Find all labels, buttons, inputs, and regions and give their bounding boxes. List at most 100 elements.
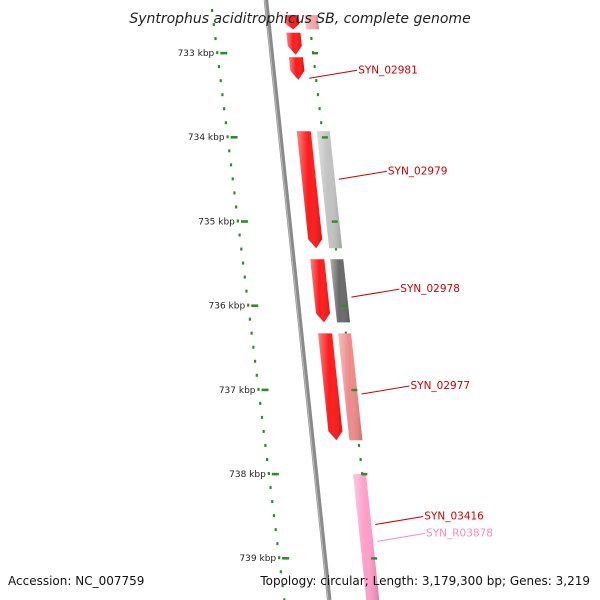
genome-summary: Topology: circular; Length: 3,179,300 bp… bbox=[260, 574, 590, 588]
outer-dot bbox=[316, 93, 320, 97]
gene-feature-shade-f4 bbox=[304, 15, 319, 30]
inner-dot bbox=[281, 584, 284, 588]
inner-dot bbox=[264, 443, 267, 447]
tick-label: 736 kbp bbox=[209, 302, 246, 312]
gene-label: SYN_R03878 bbox=[426, 527, 493, 539]
inner-dot bbox=[224, 121, 227, 125]
inner-dot bbox=[240, 247, 243, 251]
gene-feature-shade-f3 bbox=[289, 57, 305, 80]
tick-mark bbox=[230, 136, 238, 139]
inner-dot bbox=[262, 429, 265, 433]
inner-dot bbox=[257, 387, 260, 391]
gene-feature-shade-f11 bbox=[353, 474, 380, 600]
topology-value: circular bbox=[320, 574, 365, 588]
inner-dot bbox=[272, 514, 276, 518]
inner-dot bbox=[279, 570, 282, 574]
tick-mark bbox=[251, 304, 259, 307]
outer-tick-mark bbox=[321, 136, 328, 139]
accession-label: Accession: bbox=[8, 574, 72, 588]
inner-dot bbox=[250, 331, 253, 335]
gene-label: SYN_03416 bbox=[424, 511, 484, 523]
inner-dot bbox=[219, 79, 222, 83]
outer-dot bbox=[357, 443, 361, 447]
inner-dot bbox=[236, 219, 239, 223]
inner-dot bbox=[216, 51, 219, 55]
genome-backbone bbox=[263, 0, 332, 600]
inner-dot bbox=[248, 317, 252, 321]
length-label: Length: bbox=[372, 574, 419, 588]
tick-label: 733 kbp bbox=[178, 49, 215, 59]
label-leader bbox=[338, 170, 387, 180]
gene-feature-shade-f7 bbox=[318, 333, 343, 441]
outer-dot bbox=[313, 65, 316, 69]
gene-label: SYN_02978 bbox=[400, 283, 460, 295]
inner-dot bbox=[278, 556, 281, 560]
gene-feature-shade-f5 bbox=[296, 131, 323, 249]
inner-dot bbox=[267, 472, 270, 476]
gene-label: SYN_02981 bbox=[358, 64, 418, 76]
outer-dot bbox=[320, 121, 323, 125]
feature-track bbox=[284, 15, 380, 600]
inner-dot bbox=[276, 542, 279, 546]
inner-dot bbox=[211, 9, 214, 13]
outer-tick-mark bbox=[351, 388, 358, 392]
outer-tick-mark bbox=[341, 304, 348, 307]
scale-ticks: 733 kbp 734 kbp 735 kbp 736 kbp 737 kbp 738 k… bbox=[178, 49, 378, 564]
outer-dot bbox=[359, 457, 362, 461]
outer-tick-mark bbox=[312, 52, 319, 55]
inner-dot bbox=[266, 457, 269, 461]
accession-value: NC_007759 bbox=[75, 574, 145, 588]
tick-mark bbox=[261, 388, 269, 392]
label-leader bbox=[309, 69, 358, 79]
inner-dot bbox=[212, 23, 215, 27]
inner-dot bbox=[231, 177, 234, 181]
inner-dot bbox=[228, 149, 231, 153]
gene-label: SYN_02977 bbox=[411, 380, 471, 392]
inner-dot bbox=[241, 261, 245, 265]
tick-mark bbox=[240, 220, 248, 223]
tick-label: 735 kbp bbox=[198, 217, 235, 227]
outer-tick-mark bbox=[361, 473, 368, 476]
length-value: 3,179,300 bp bbox=[421, 574, 502, 588]
inner-dot bbox=[247, 303, 250, 307]
tick-label: 734 kbp bbox=[188, 133, 225, 143]
outer-tick-mark bbox=[371, 557, 378, 560]
inner-dot bbox=[274, 528, 277, 532]
gene-label: SYN_02979 bbox=[388, 165, 448, 177]
inner-dot bbox=[226, 135, 229, 139]
inner-dot bbox=[233, 191, 236, 195]
tick-mark bbox=[220, 51, 228, 55]
outer-dot bbox=[344, 331, 347, 335]
genes-value: 3,219 bbox=[555, 574, 590, 588]
inner-dot bbox=[271, 500, 274, 504]
gene-feature-shade-f9 bbox=[330, 259, 350, 323]
inner-dot bbox=[253, 359, 257, 363]
gene-feature-shade-f10 bbox=[338, 333, 363, 441]
inner-dot bbox=[283, 598, 286, 600]
label-leader bbox=[376, 532, 426, 542]
inner-dot bbox=[214, 37, 217, 41]
inner-dot bbox=[243, 275, 246, 279]
inner-dot bbox=[269, 486, 272, 490]
tick-mark bbox=[271, 472, 279, 476]
outer-dot bbox=[310, 37, 313, 40]
tick-label: 739 kbp bbox=[239, 554, 276, 564]
outer-dot bbox=[315, 79, 318, 83]
inner-dot bbox=[229, 163, 233, 167]
gene-feature-shade-f8 bbox=[316, 131, 343, 249]
inner-dot bbox=[255, 373, 258, 377]
inner-dot bbox=[217, 65, 221, 69]
outer-tick-mark bbox=[331, 220, 338, 223]
inner-dot bbox=[235, 205, 238, 209]
outer-dot bbox=[318, 107, 321, 111]
inner-dot bbox=[259, 401, 262, 405]
tick-label: 737 kbp bbox=[219, 386, 256, 396]
gene-feature-shade-f1 bbox=[284, 15, 300, 30]
tick-dots bbox=[211, 9, 375, 600]
outer-dot bbox=[334, 247, 338, 251]
gene-feature-shade-f6 bbox=[310, 259, 330, 323]
genes-label: Genes: bbox=[509, 574, 552, 588]
inner-dot bbox=[252, 345, 255, 349]
tick-mark bbox=[282, 557, 290, 560]
